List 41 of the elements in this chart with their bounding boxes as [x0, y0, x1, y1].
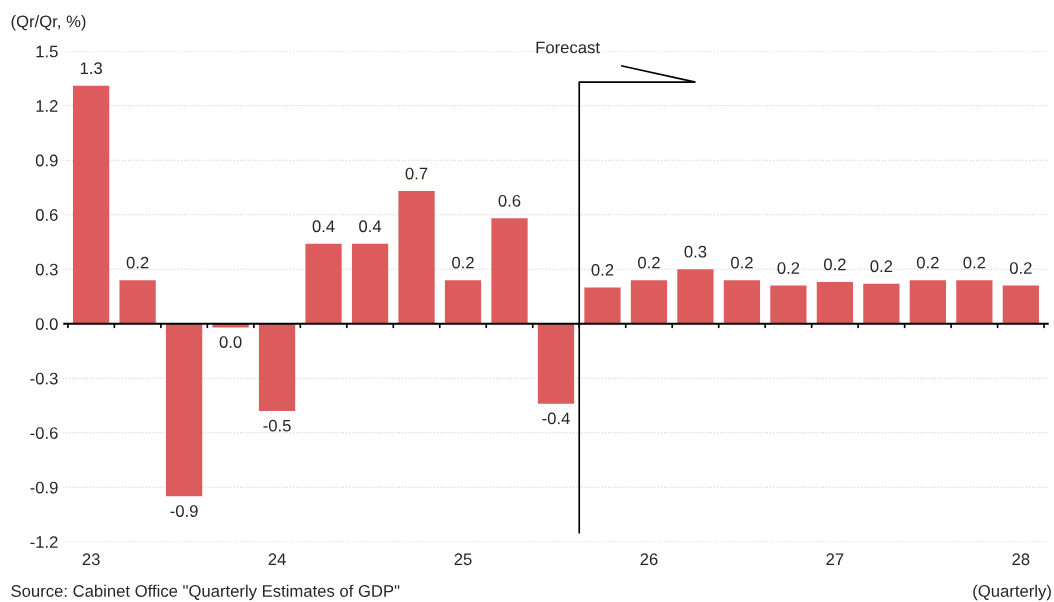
data-label: 0.0	[219, 336, 242, 348]
y-tick-label: 1.5	[36, 45, 58, 58]
x-tick-label: 26	[640, 553, 658, 566]
y-tick-label: 1.2	[36, 100, 58, 112]
x-tick-label: 23	[82, 553, 100, 566]
data-label: 0.2	[452, 256, 474, 269]
y-tick-label: 0.0	[35, 318, 58, 330]
data-label: 0.6	[498, 194, 521, 207]
data-label: 0.2	[126, 256, 149, 269]
data-label: 0.4	[312, 220, 335, 233]
y-tick-label: 0.3	[35, 263, 58, 276]
y-tick-label: -1.2	[30, 536, 58, 548]
data-label: 0.7	[405, 167, 428, 180]
data-label: -0.9	[170, 505, 198, 517]
y-tick-label: -0.3	[30, 372, 58, 385]
y-tick-label: 0.9	[35, 154, 58, 167]
data-label: 1.3	[80, 62, 102, 75]
data-label: 0.2	[591, 263, 614, 276]
data-label: -0.4	[542, 412, 570, 425]
x-tick-label: 27	[826, 553, 844, 565]
y-tick-label: -0.6	[30, 427, 58, 439]
data-label: 0.2	[916, 256, 939, 269]
data-label: 0.3	[684, 245, 707, 258]
y-tick-label: 0.6	[35, 209, 58, 221]
data-label: -0.5	[263, 419, 291, 432]
data-label: 0.4	[359, 220, 382, 233]
data-label: 0.2	[638, 256, 660, 269]
x-tick-label: 24	[268, 553, 286, 565]
y-axis-title: (Qr/Qr, %)	[11, 15, 86, 31]
y-tick-label: -0.9	[30, 481, 58, 494]
annotation: Forecast	[536, 41, 600, 54]
source-note: Source: Cabinet Office "Quarterly Estimates of GDP"	[11, 584, 400, 601]
data-label: 0.2	[1009, 262, 1032, 274]
data-label: 0.2	[963, 256, 986, 269]
x-tick-label: 28	[1012, 553, 1030, 566]
data-label: 0.2	[777, 262, 800, 274]
data-label: 0.2	[823, 258, 846, 271]
x-axis-title: (Quarterly)	[973, 584, 1051, 601]
data-label: 0.2	[730, 256, 753, 269]
x-tick-label: 25	[454, 553, 472, 566]
data-label: 0.2	[870, 260, 893, 273]
